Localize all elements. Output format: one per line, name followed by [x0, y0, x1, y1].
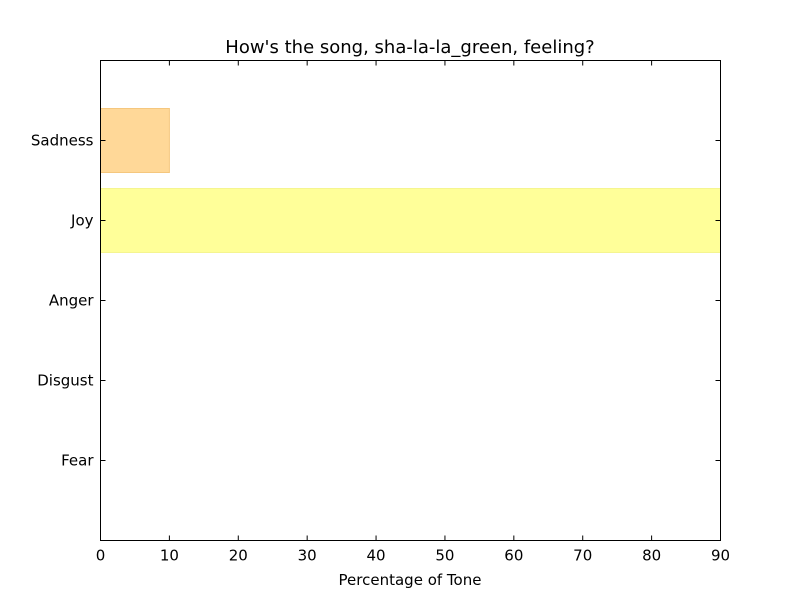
bar-joy — [100, 188, 721, 253]
y-tick-label-joy: Joy — [70, 212, 94, 230]
x-tick-label: 30 — [298, 547, 317, 565]
plot-frame — [100, 60, 721, 541]
x-tick-label: 50 — [435, 547, 454, 565]
y-tick-label-fear: Fear — [61, 452, 94, 470]
y-tick-label-sadness: Sadness — [31, 132, 94, 150]
y-tick-label-anger: Anger — [49, 292, 95, 310]
bars-group — [100, 108, 721, 253]
x-tick-label: 70 — [573, 547, 592, 565]
x-tick-label: 90 — [711, 547, 730, 565]
x-tick-label: 40 — [367, 547, 386, 565]
bar-sadness — [100, 108, 170, 173]
x-tick-label: 20 — [229, 547, 248, 565]
x-tick-label: 0 — [96, 547, 106, 565]
x-ticks-group: 0 10 20 30 40 50 60 70 80 90 — [96, 60, 730, 565]
x-axis-label: Percentage of Tone — [339, 571, 482, 589]
x-tick-label: 80 — [642, 547, 661, 565]
x-tick-label: 10 — [160, 547, 179, 565]
y-ticks-group: Sadness Joy Anger Disgust Fear — [31, 132, 721, 470]
x-tick-label: 60 — [504, 547, 523, 565]
y-tick-label-disgust: Disgust — [37, 372, 93, 390]
chart-title: How's the song, sha-la-la_green, feeling… — [225, 37, 594, 58]
